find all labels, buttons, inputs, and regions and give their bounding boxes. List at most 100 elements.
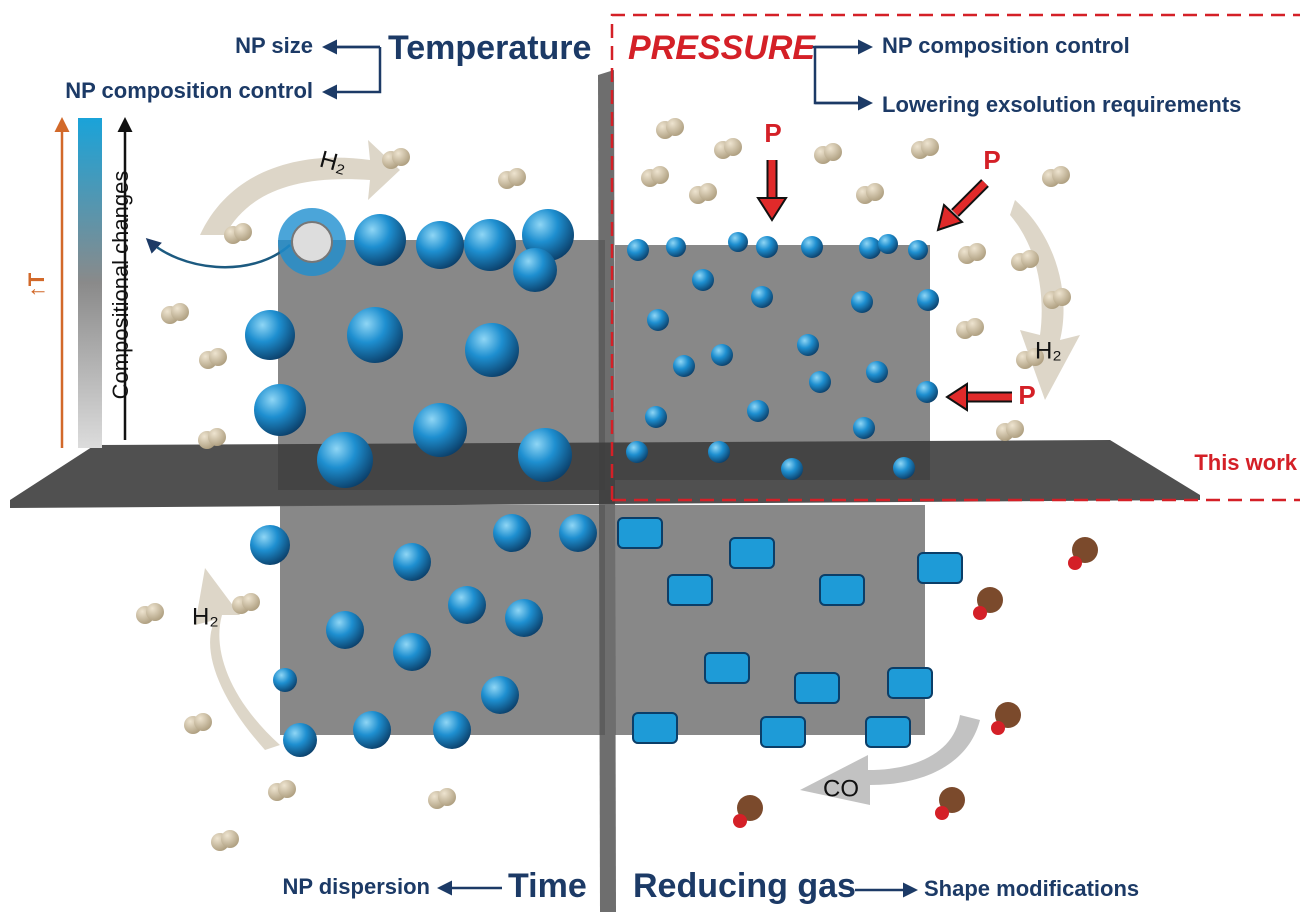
pressure-arrow [955, 183, 985, 213]
nanoparticle [801, 236, 823, 258]
h2-atom [1006, 420, 1024, 438]
connector [325, 47, 380, 92]
quadrant-title: Reducing gas [633, 867, 856, 905]
shaped-nanoparticle [866, 717, 910, 747]
nanoparticle [481, 676, 519, 714]
highlight-particle [292, 222, 332, 262]
horizontal-plane [10, 440, 1200, 508]
nanoparticle [756, 236, 778, 258]
pressure-arrowhead [758, 198, 786, 220]
h2-atom [921, 138, 939, 156]
nanoparticle [692, 269, 714, 291]
h2-atom [171, 303, 189, 321]
nanoparticle [916, 381, 938, 403]
h2-atom [968, 243, 986, 261]
connector [808, 47, 868, 103]
nanoparticle [859, 237, 881, 259]
nanoparticle [393, 543, 431, 581]
nanoparticle [347, 307, 403, 363]
h2-atom [1021, 250, 1039, 268]
nanoparticle [809, 371, 831, 393]
nanoparticle [645, 406, 667, 428]
shaped-nanoparticle [705, 653, 749, 683]
gas-label: H₂ [1035, 337, 1062, 364]
nanoparticle [464, 219, 516, 271]
co-oxygen [935, 806, 949, 820]
nanoparticle [326, 611, 364, 649]
h2-atom [966, 318, 984, 336]
h2-atom [438, 788, 456, 806]
h2-atom [651, 166, 669, 184]
co-oxygen [733, 814, 747, 828]
nanoparticle [797, 334, 819, 356]
h2-atom [221, 830, 239, 848]
gas-label: CO [823, 775, 859, 802]
shaped-nanoparticle [761, 717, 805, 747]
nanoparticle [513, 248, 557, 292]
co-oxygen [991, 721, 1005, 735]
quadrant-title: PRESSURE [628, 29, 816, 67]
figure: NP size Temperature NP composition contr… [0, 0, 1303, 912]
h2-atom [392, 148, 410, 166]
co-oxygen [973, 606, 987, 620]
nanoparticle [893, 457, 915, 479]
nanoparticle [254, 384, 306, 436]
h2-atom [866, 183, 884, 201]
h2-atom [278, 780, 296, 798]
nanoparticle [559, 514, 597, 552]
output-label: Lowering exsolution requirements [882, 92, 1241, 117]
nanoparticle [273, 668, 297, 692]
output-label: NP dispersion [282, 874, 430, 899]
nanoparticle [413, 403, 467, 457]
nanoparticle [245, 310, 295, 360]
nanoparticle [505, 599, 543, 637]
h2-atom [242, 593, 260, 611]
gas-label: H₂ [192, 603, 219, 630]
axis-label: ↑T [24, 272, 49, 297]
nanoparticle [878, 234, 898, 254]
nanoparticle [250, 525, 290, 565]
nanoparticle [866, 361, 888, 383]
shaped-nanoparticle [668, 575, 712, 605]
nanoparticle [317, 432, 373, 488]
quadrant-title: Temperature [388, 29, 591, 67]
nanoparticle [626, 441, 648, 463]
nanoparticle [917, 289, 939, 311]
nanoparticle [711, 344, 733, 366]
h2-atom [209, 348, 227, 366]
nanoparticle [393, 633, 431, 671]
nanoparticle [747, 400, 769, 422]
co-oxygen [1068, 556, 1082, 570]
nanoparticle [465, 323, 519, 377]
nanoparticle [851, 291, 873, 313]
h2-atom [508, 168, 526, 186]
nanoparticle [673, 355, 695, 377]
nanoparticle [908, 240, 928, 260]
h2-atom [1053, 288, 1071, 306]
shaped-nanoparticle [795, 673, 839, 703]
gradient-bar [78, 118, 102, 448]
nanoparticle [853, 417, 875, 439]
nanoparticle [627, 239, 649, 261]
output-label: NP size [235, 33, 313, 58]
cube [280, 505, 605, 735]
h2-atom [146, 603, 164, 621]
nanoparticle [751, 286, 773, 308]
h2-atom [824, 143, 842, 161]
nanoparticle [353, 711, 391, 749]
nanoparticle [781, 458, 803, 480]
h2-atom [1052, 166, 1070, 184]
nanoparticle [518, 428, 572, 482]
leaving-atom-arrow [148, 240, 290, 267]
pressure-arrow-label: P [983, 145, 1000, 175]
shaped-nanoparticle [633, 713, 677, 743]
h2-atom [234, 223, 252, 241]
nanoparticle [493, 514, 531, 552]
nanoparticle [728, 232, 748, 252]
nanoparticle [283, 723, 317, 757]
quadrant-title: Time [508, 867, 587, 905]
scene [10, 15, 1300, 912]
pressure-arrowhead [947, 384, 967, 410]
h2-atom [724, 138, 742, 156]
output-label: NP composition control [65, 78, 313, 103]
